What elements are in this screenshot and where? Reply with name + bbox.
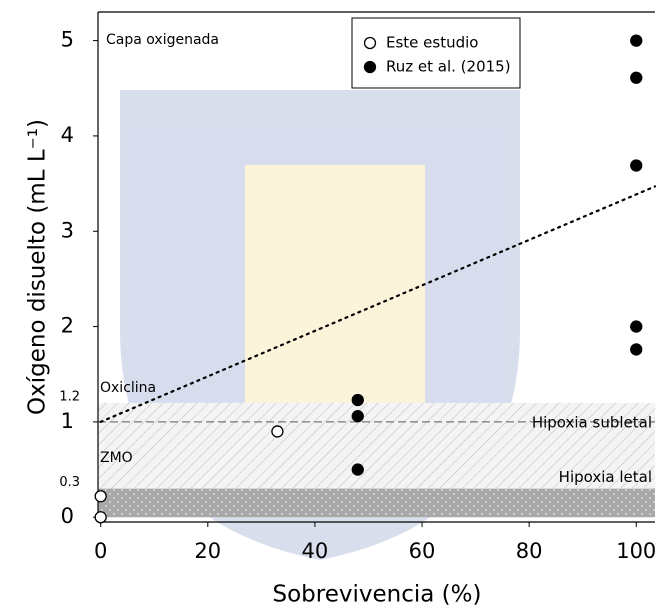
data-point [352,411,363,422]
y-extra-tick-label: 1.2 [59,389,80,404]
y-axis-label: Oxígeno disuelto (mL L⁻¹) [25,119,51,415]
x-tick-label: 40 [302,539,329,563]
legend-box [352,18,520,88]
data-point [631,344,642,355]
data-point [631,72,642,83]
data-point [95,512,106,523]
data-point [95,491,106,502]
y-tick-label: 1 [61,409,74,433]
y-tick-label: 5 [61,28,74,52]
y-tick-label: 0 [61,504,74,528]
chart: 0 1 2 3 4 5 0.3 1.2 0 20 40 60 80 100 Capa oxigenada Ox… [0,0,656,610]
data-point [631,321,642,332]
legend-label: Este estudio [386,34,478,52]
annotation: Hipoxia subletal [532,413,652,431]
y-tick-label: 2 [61,314,74,338]
x-tick-label: 80 [516,539,543,563]
x-tick-label: 60 [409,539,436,563]
x-tick-label: 100 [616,539,656,563]
x-tick-label: 0 [94,539,107,563]
data-point [631,35,642,46]
annotation: Capa oxigenada [106,32,219,48]
legend-marker [365,38,376,49]
data-point [272,426,283,437]
y-tick-label: 4 [61,123,74,147]
x-axis-label: Sobrevivencia (%) [273,582,482,608]
annotation: ZMO [100,450,133,466]
annotation: Oxiclina [100,380,156,396]
y-tick-label: 3 [61,218,74,242]
x-tick-label: 20 [194,539,221,563]
legend-marker [365,62,376,73]
data-point [352,394,363,405]
annotation: Hipoxia letal [559,468,652,486]
data-point [352,464,363,475]
dotted-zone [98,489,655,518]
legend-label: Ruz et al. (2015) [386,58,511,76]
y-extra-tick-label: 0.3 [59,475,80,490]
data-point [631,160,642,171]
